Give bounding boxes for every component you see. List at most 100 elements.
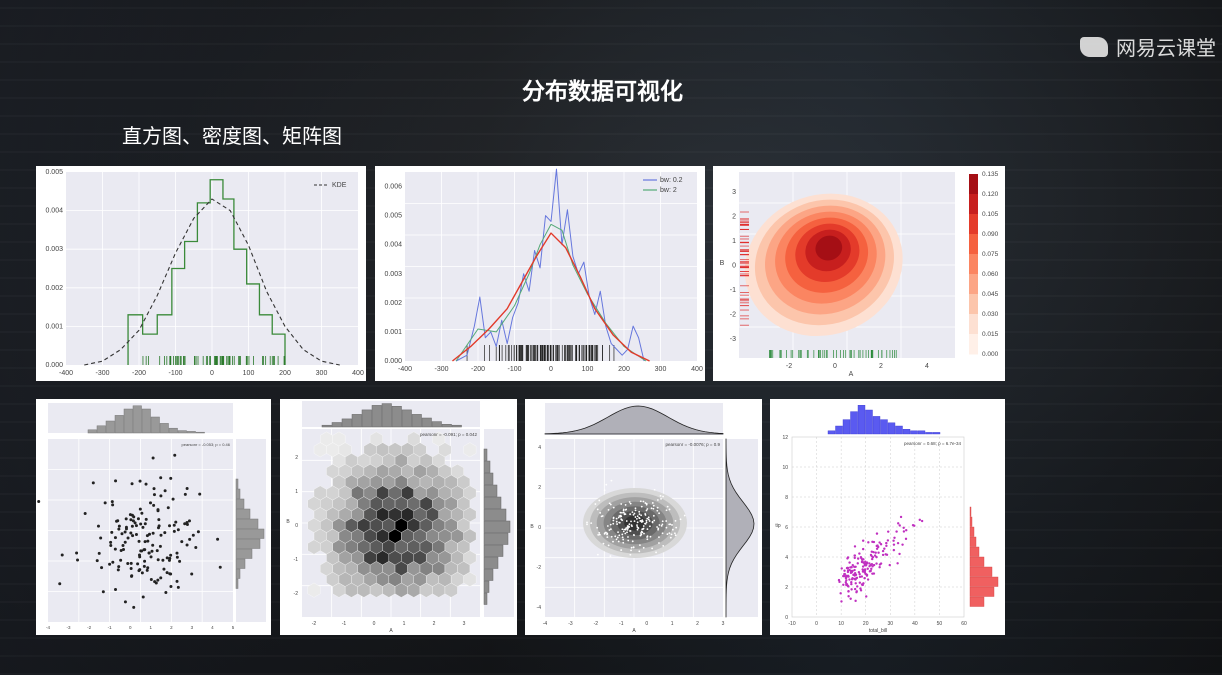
scatter-point [172, 523, 176, 527]
scatter-point [630, 546, 633, 549]
stat-annotation: pearsonr = -0.091; p = 0.042 [420, 432, 478, 437]
scatter-point [665, 520, 668, 522]
marginal-x-bar [932, 432, 941, 435]
x-tick-label: 1 [403, 621, 406, 627]
scatter-point [156, 578, 160, 582]
scatter-point [679, 518, 682, 521]
scatter-point [877, 551, 880, 554]
x-tick-label: 100 [582, 366, 594, 373]
scatter-point [843, 569, 846, 572]
y-tick-label: 0.000 [384, 358, 402, 365]
marginal-y-bar [235, 578, 239, 589]
scatter-point [911, 523, 915, 527]
x-tick-label: -2 [312, 621, 317, 627]
colorbar-tick-label: 0.000 [982, 351, 999, 358]
scatter-point [629, 513, 632, 516]
scatter-point [657, 527, 660, 530]
scatter-point [644, 513, 647, 515]
scatter-point [883, 547, 886, 550]
scatter-point [174, 520, 178, 524]
scatter-point [861, 539, 865, 542]
marginal-x-bar [159, 423, 169, 434]
scatter-point [656, 526, 658, 528]
joint-hexbin-chart: pearsonr = -0.091; p = 0.042 -2 -1 0 1 2 3 2 1 0 -… [280, 399, 517, 635]
scatter-point [856, 557, 860, 560]
scatter-point [665, 526, 668, 529]
x-tick-label: -2 [87, 625, 91, 630]
scatter-point [625, 520, 628, 522]
scatter-point [837, 578, 841, 582]
scatter-point [606, 536, 609, 539]
x-tick-label: 2 [170, 625, 173, 630]
scatter-point [188, 537, 192, 541]
marginal-y-bar [235, 528, 265, 539]
scatter-point [146, 566, 150, 570]
scatter-point [651, 521, 654, 524]
scatter-point [898, 524, 901, 527]
x-tick-label: 1 [671, 621, 674, 627]
scatter-point [615, 520, 618, 523]
marginal-x-bar [114, 415, 124, 434]
scatter-point [892, 539, 895, 542]
joint-hexbin-svg: pearsonr = -0.091; p = 0.042 -2 -1 0 1 2 3 2 1 0 -… [286, 401, 514, 634]
scatter-point [620, 549, 623, 551]
scatter-point [860, 560, 864, 564]
marginal-y-bar [483, 592, 488, 605]
scatter-point [871, 572, 874, 575]
scatter-point [646, 517, 649, 520]
scatter-point [634, 509, 637, 512]
scatter-point [597, 533, 600, 536]
scatter-point [885, 544, 888, 548]
scatter-point [183, 522, 187, 526]
scatter-point [645, 502, 648, 505]
scatter-point [590, 522, 593, 525]
scatter-point [126, 536, 130, 540]
scatter-point [642, 546, 645, 549]
scatter-point [628, 501, 631, 503]
scatter-point [632, 546, 635, 549]
scatter-point [108, 562, 112, 566]
scatter-point [902, 526, 905, 529]
scatter-point [145, 568, 149, 572]
scatter-point [130, 482, 134, 486]
x-tick-label: 0 [129, 625, 132, 630]
joint-scatter-chart: pearsonr = -0.053; p = 0.46 -4 -3 -2 -1 0 1 2 3 4… [36, 399, 271, 635]
scatter-point [141, 525, 145, 529]
scatter-point [621, 533, 624, 536]
scatter-point [866, 578, 870, 581]
scatter-point [859, 589, 863, 592]
scatter-point [656, 499, 659, 501]
scatter-point [173, 453, 177, 457]
scatter-point [848, 568, 851, 572]
scatter-point [618, 521, 621, 524]
scatter-point [902, 530, 906, 533]
scatter-point [639, 500, 642, 503]
scatter-point [879, 562, 883, 565]
scatter-point [853, 571, 857, 575]
scatter-point [651, 502, 654, 504]
marginal-y-bar [969, 566, 993, 577]
marginal-x-bar [835, 425, 843, 435]
scatter-point [652, 504, 655, 507]
scatter-point [176, 585, 180, 589]
marginal-y-bar [969, 516, 973, 527]
scatter-point [870, 567, 873, 571]
scatter-point [116, 519, 120, 523]
y-tick-label: 0.005 [384, 213, 402, 220]
scatter-point [124, 517, 128, 521]
scatter-point [151, 543, 155, 547]
marginal-x-bar [451, 424, 462, 428]
scatter-point [644, 502, 647, 504]
scatter-point [870, 563, 874, 566]
scatter-point [159, 494, 163, 498]
x-tick-label: -300 [95, 370, 109, 377]
scatter-point [674, 532, 676, 535]
scatter-point [121, 543, 125, 547]
scatter-point [617, 540, 620, 543]
scatter-point [636, 524, 638, 527]
scatter-point [622, 509, 625, 512]
hexbin-cell [444, 582, 458, 598]
slide-subtitle: 直方图、密度图、矩阵图 [122, 124, 342, 148]
scatter-point [169, 585, 173, 589]
scatter-point [885, 541, 888, 545]
